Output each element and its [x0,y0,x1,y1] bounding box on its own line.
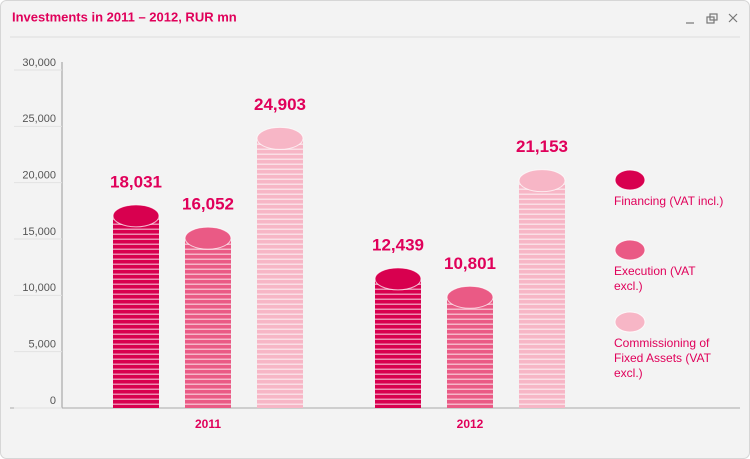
chart-title: Investments in 2011 – 2012, RUR mn [12,9,237,24]
coin-top [184,226,232,250]
data-label: 12,439 [372,235,424,254]
data-label: 10,801 [444,254,496,273]
legend-label: Financing (VAT incl.) [614,194,724,208]
legend-label: Commissioning of Fixed Assets (VAT excl.… [614,336,711,380]
data-label: 21,153 [516,137,568,156]
coin-stripes [257,138,303,408]
legend-label: Execution (VAT excl.) [614,264,696,293]
y-tick-label: 15,000 [22,226,56,238]
close-button[interactable] [728,13,738,23]
coin-top [256,126,304,150]
window-controls[interactable] [686,13,738,24]
restore-button-back [709,13,718,21]
coin-stripes [519,180,565,408]
legend-icon [614,169,646,191]
x-tick-label: 2011 [195,417,221,431]
coin-top [112,204,160,228]
data-label: 16,052 [182,195,234,214]
coin-top [446,285,494,309]
coin-stripes [447,297,493,408]
coin-top [518,169,566,193]
y-tick-label: 20,000 [22,170,56,182]
coin-stripes [375,278,421,408]
y-tick-label: 25,000 [22,113,56,125]
y-tick-label: 10,000 [22,282,56,294]
y-tick-label: 30,000 [22,57,56,69]
data-label: 24,903 [254,95,306,114]
y-tick-label: 5,000 [28,339,56,351]
legend-icon [614,239,646,261]
coin-stripes [113,215,159,408]
coin-stripes [185,238,231,408]
coin-top [374,267,422,291]
data-label: 18,031 [110,172,162,191]
y-tick-label: 0 [50,395,56,407]
legend-icon [614,311,646,333]
x-tick-label: 2012 [457,417,484,431]
